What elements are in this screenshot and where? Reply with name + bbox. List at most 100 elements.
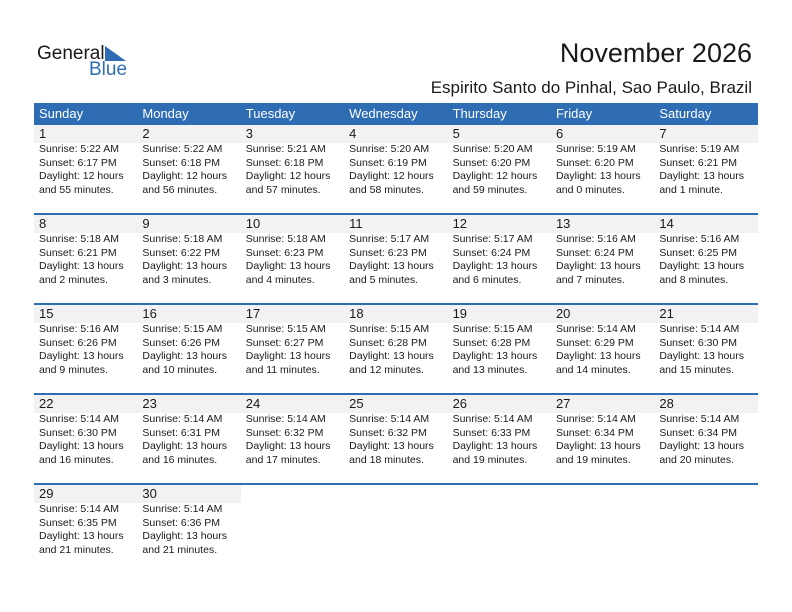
day-rise: Sunrise: 5:14 AM <box>555 413 636 425</box>
day-set: Sunset: 6:24 PM <box>452 246 531 259</box>
day-cell: 4 Sunrise: 5:20 AM Sunset: 6:19 PM Daylight… <box>344 125 448 215</box>
day-set: Sunset: 6:30 PM <box>659 336 737 349</box>
day-dl1: Daylight: 13 hours <box>349 350 434 362</box>
day-number: 10 <box>240 215 345 233</box>
day-dl2: and 58 minutes. <box>349 183 424 196</box>
day-dl1: Daylight: 13 hours <box>659 170 744 182</box>
day-dl1: Daylight: 13 hours <box>349 260 434 272</box>
day-dl2: and 7 minutes. <box>555 273 625 286</box>
day-set: Sunset: 6:29 PM <box>555 336 634 349</box>
day-dl1: Daylight: 12 hours <box>452 170 538 182</box>
day-dl2: and 5 minutes. <box>349 273 419 286</box>
day-dl2: and 11 minutes. <box>245 363 320 376</box>
day-cell: 17 Sunrise: 5:15 AM Sunset: 6:27 PM Dayligh… <box>240 305 345 395</box>
empty-cell <box>551 485 654 575</box>
day-set: Sunset: 6:25 PM <box>659 246 737 259</box>
day-number: 22 <box>34 395 138 413</box>
day-set: Sunset: 6:27 PM <box>245 336 324 349</box>
day-number: 8 <box>34 215 138 233</box>
day-rise: Sunrise: 5:16 AM <box>555 233 636 245</box>
logo-general: General <box>37 43 105 64</box>
day-cell: 20 Sunrise: 5:14 AM Sunset: 6:29 PM Dayligh… <box>550 305 655 395</box>
day-set: Sunset: 6:24 PM <box>555 246 634 259</box>
day-rise: Sunrise: 5:22 AM <box>39 143 119 155</box>
day-dl2: and 16 minutes. <box>142 453 218 466</box>
day-rise: Sunrise: 5:14 AM <box>39 503 119 515</box>
day-rise: Sunrise: 5:18 AM <box>245 233 326 245</box>
weekday-header: Sunday Monday Tuesday Wednesday Thursday… <box>34 103 758 125</box>
day-set: Sunset: 6:21 PM <box>659 156 737 169</box>
day-cell: 9 Sunrise: 5:18 AM Sunset: 6:22 PM Daylight… <box>137 215 241 305</box>
day-dl2: and 12 minutes. <box>349 363 424 376</box>
day-dl2: and 56 minutes. <box>142 183 218 196</box>
day-cell: 23 Sunrise: 5:14 AM Sunset: 6:31 PM Dayligh… <box>137 395 241 485</box>
empty-day-number <box>654 485 757 503</box>
day-dl1: Daylight: 13 hours <box>39 350 124 362</box>
day-rise: Sunrise: 5:21 AM <box>245 143 326 155</box>
page-title: November 2026 <box>559 38 752 68</box>
day-number: 7 <box>654 125 758 143</box>
empty-cell <box>448 485 551 575</box>
day-cell: 10 Sunrise: 5:18 AM Sunset: 6:23 PM Dayligh… <box>240 215 345 305</box>
day-dl1: Daylight: 12 hours <box>39 170 124 182</box>
day-set: Sunset: 6:28 PM <box>452 336 531 349</box>
day-set: Sunset: 6:20 PM <box>452 156 531 169</box>
day-number: 21 <box>654 305 758 323</box>
day-cell: 3 Sunrise: 5:21 AM Sunset: 6:18 PM Daylight… <box>240 125 345 215</box>
day-number: 13 <box>550 215 655 233</box>
day-set: Sunset: 6:36 PM <box>142 516 221 529</box>
day-rise: Sunrise: 5:18 AM <box>142 233 223 245</box>
day-rise: Sunrise: 5:19 AM <box>555 143 636 155</box>
day-dl1: Daylight: 13 hours <box>142 350 228 362</box>
day-dl2: and 20 minutes. <box>659 453 735 466</box>
day-rise: Sunrise: 5:14 AM <box>245 413 326 425</box>
day-number: 29 <box>34 485 138 503</box>
day-rise: Sunrise: 5:14 AM <box>659 323 740 335</box>
day-rise: Sunrise: 5:14 AM <box>452 413 533 425</box>
day-dl1: Daylight: 13 hours <box>659 350 744 362</box>
day-rise: Sunrise: 5:18 AM <box>39 233 119 245</box>
empty-cell <box>344 485 447 575</box>
day-dl2: and 8 minutes. <box>659 273 729 286</box>
day-set: Sunset: 6:26 PM <box>39 336 117 349</box>
day-dl2: and 0 minutes. <box>555 183 625 196</box>
day-cell: 11 Sunrise: 5:17 AM Sunset: 6:23 PM Dayligh… <box>344 215 448 305</box>
day-cell: 6 Sunrise: 5:19 AM Sunset: 6:20 PM Daylight… <box>550 125 655 215</box>
day-rise: Sunrise: 5:14 AM <box>349 413 430 425</box>
day-set: Sunset: 6:18 PM <box>142 156 221 169</box>
day-cell: 13 Sunrise: 5:16 AM Sunset: 6:24 PM Dayligh… <box>550 215 655 305</box>
day-number: 24 <box>240 395 345 413</box>
weekday-thursday: Thursday <box>452 106 507 121</box>
day-set: Sunset: 6:17 PM <box>39 156 117 169</box>
day-set: Sunset: 6:30 PM <box>39 426 117 439</box>
weekday-monday: Monday <box>142 106 189 121</box>
day-dl2: and 2 minutes. <box>39 273 108 286</box>
day-dl2: and 17 minutes. <box>245 453 321 466</box>
day-cell: 28 Sunrise: 5:14 AM Sunset: 6:34 PM Dayligh… <box>654 395 758 485</box>
day-set: Sunset: 6:20 PM <box>555 156 634 169</box>
day-number: 15 <box>34 305 138 323</box>
empty-day-number <box>241 485 344 503</box>
day-rise: Sunrise: 5:15 AM <box>245 323 326 335</box>
day-dl2: and 57 minutes. <box>245 183 321 196</box>
day-dl1: Daylight: 13 hours <box>555 440 641 452</box>
day-rise: Sunrise: 5:20 AM <box>349 143 430 155</box>
day-set: Sunset: 6:22 PM <box>142 246 221 259</box>
day-set: Sunset: 6:18 PM <box>245 156 324 169</box>
day-rise: Sunrise: 5:17 AM <box>452 233 533 245</box>
day-dl1: Daylight: 13 hours <box>659 440 744 452</box>
day-cell: 14 Sunrise: 5:16 AM Sunset: 6:25 PM Dayligh… <box>654 215 758 305</box>
day-dl2: and 19 minutes. <box>452 453 528 466</box>
day-dl2: and 14 minutes. <box>555 363 631 376</box>
day-number: 11 <box>344 215 448 233</box>
day-dl1: Daylight: 13 hours <box>349 440 434 452</box>
day-rise: Sunrise: 5:14 AM <box>142 503 223 515</box>
day-number: 19 <box>447 305 551 323</box>
empty-day-number <box>551 485 654 503</box>
logo-blue: Blue <box>89 59 128 80</box>
day-cell: 26 Sunrise: 5:14 AM Sunset: 6:33 PM Dayligh… <box>447 395 551 485</box>
day-set: Sunset: 6:35 PM <box>39 516 117 529</box>
day-dl1: Daylight: 13 hours <box>142 440 228 452</box>
empty-day-number <box>344 485 447 503</box>
day-dl1: Daylight: 13 hours <box>142 530 228 542</box>
